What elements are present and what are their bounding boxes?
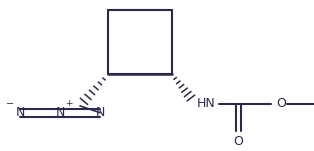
Text: O: O <box>234 135 243 148</box>
Text: O: O <box>276 97 286 110</box>
Text: −: − <box>6 99 14 109</box>
Text: N: N <box>15 106 25 119</box>
Text: N: N <box>95 106 105 119</box>
Text: +: + <box>65 99 73 108</box>
Text: N: N <box>55 106 65 119</box>
Text: HN: HN <box>197 97 216 110</box>
